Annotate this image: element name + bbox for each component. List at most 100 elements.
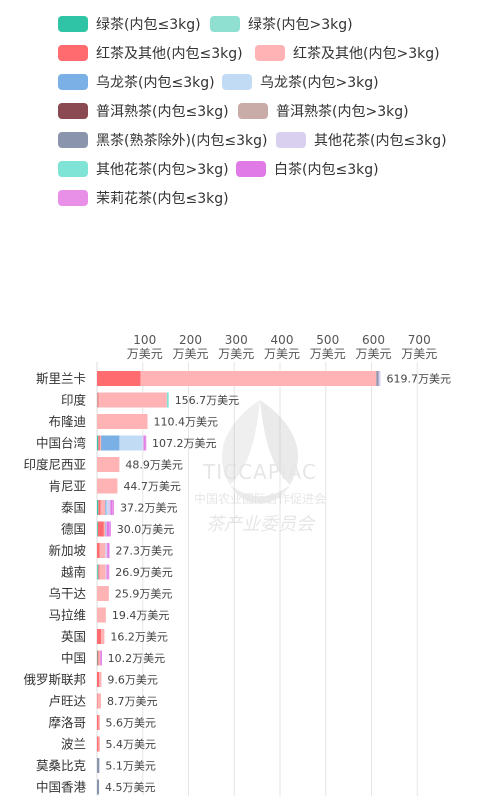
bar-segment[interactable] xyxy=(97,564,100,580)
bar-segment[interactable] xyxy=(105,500,107,515)
bar-segment[interactable] xyxy=(103,521,106,537)
x-tick-unit: 万美元 xyxy=(218,347,254,361)
bar-segment[interactable] xyxy=(378,371,381,386)
x-tick-unit: 万美元 xyxy=(172,347,208,361)
x-tick-unit: 万美元 xyxy=(264,347,300,361)
bar-segment[interactable] xyxy=(109,521,111,537)
bar-segment[interactable] xyxy=(99,435,102,451)
value-label: 19.4万美元 xyxy=(112,609,170,622)
bar-segment[interactable] xyxy=(97,543,100,558)
bar-segment[interactable] xyxy=(105,543,108,558)
bar-segment[interactable] xyxy=(97,779,100,795)
bar-segment[interactable] xyxy=(98,736,100,752)
value-label: 48.9万美元 xyxy=(125,459,183,472)
bar-segment[interactable] xyxy=(97,371,141,386)
bar-segment[interactable] xyxy=(97,521,104,537)
bar-segment[interactable] xyxy=(97,586,109,601)
bar-row: 中国台湾 107.2万美元 xyxy=(36,435,217,451)
bar-segment[interactable] xyxy=(110,500,113,515)
bar-segment[interactable] xyxy=(99,564,106,580)
bar-segment[interactable] xyxy=(98,435,100,451)
bar-segment[interactable] xyxy=(144,435,147,451)
legend-item[interactable]: 其他花茶(内包≤3kg) xyxy=(276,129,447,151)
legend-item[interactable]: 乌龙茶(内包>3kg) xyxy=(222,71,379,93)
legend-item[interactable]: 红茶及其他(内包>3kg) xyxy=(255,42,440,64)
bar-segment[interactable] xyxy=(97,457,120,472)
bar-segment[interactable] xyxy=(112,500,115,515)
x-tick-label: 300 xyxy=(225,333,248,347)
bar-segment[interactable] xyxy=(107,543,110,558)
legend-label: 普洱熟茶(内包≤3kg) xyxy=(96,104,229,120)
bar-segment[interactable] xyxy=(140,371,377,386)
legend-swatch xyxy=(58,190,88,206)
x-tick-unit: 万美元 xyxy=(401,347,437,361)
bar-segment[interactable] xyxy=(100,500,106,515)
bar-segment[interactable] xyxy=(97,629,102,644)
x-tick-label: 100 xyxy=(133,333,156,347)
bar-segment[interactable] xyxy=(105,521,108,537)
value-label: 37.2万美元 xyxy=(120,502,178,515)
legend-item[interactable]: 白茶(内包≤3kg) xyxy=(236,158,379,180)
bar-segment[interactable] xyxy=(97,758,100,773)
x-tick-label: 700 xyxy=(408,333,431,347)
bar-segment[interactable] xyxy=(119,435,143,451)
bar-segment[interactable] xyxy=(106,521,110,537)
value-label: 8.7万美元 xyxy=(107,695,158,708)
bar-row: 马拉维 19.4万美元 xyxy=(48,607,170,623)
value-label: 26.9万美元 xyxy=(115,566,173,579)
value-label: 107.2万美元 xyxy=(152,437,217,450)
bar-segment[interactable] xyxy=(166,392,169,408)
bar-segment[interactable] xyxy=(97,715,99,730)
legend-item[interactable]: 绿茶(内包>3kg) xyxy=(210,13,353,35)
bar-segment[interactable] xyxy=(105,564,108,580)
bar-segment[interactable] xyxy=(97,607,106,623)
bar-segment[interactable] xyxy=(106,500,108,515)
bar-segment[interactable] xyxy=(97,693,101,709)
bar-segment[interactable] xyxy=(98,650,101,666)
bar-segment[interactable] xyxy=(97,478,118,494)
bar-segment[interactable] xyxy=(97,414,148,429)
bar-segment[interactable] xyxy=(98,392,167,408)
bar-segment[interactable] xyxy=(97,500,99,515)
legend-item[interactable]: 茉莉花茶(内包≤3kg) xyxy=(58,187,229,209)
bar-segment[interactable] xyxy=(99,543,106,558)
bar-segment[interactable] xyxy=(142,435,144,451)
value-label: 5.1万美元 xyxy=(105,760,156,773)
bar-segment[interactable] xyxy=(107,500,111,515)
legend-label: 乌龙茶(内包≤3kg) xyxy=(96,75,215,91)
category-label: 泰国 xyxy=(61,500,86,515)
legend-item[interactable]: 绿茶(内包≤3kg) xyxy=(58,13,201,35)
category-label: 新加坡 xyxy=(48,543,86,558)
bar-segment[interactable] xyxy=(98,500,101,515)
bar-segment[interactable] xyxy=(101,435,120,451)
bar-segment[interactable] xyxy=(97,736,99,752)
bar-segment[interactable] xyxy=(97,672,100,687)
x-tick-label: 600 xyxy=(362,333,385,347)
value-label: 16.2万美元 xyxy=(110,631,168,644)
bar-segment[interactable] xyxy=(101,629,105,644)
category-label: 斯里兰卡 xyxy=(36,371,86,386)
bar-segment[interactable] xyxy=(97,392,100,408)
bar-row: 泰国 37.2万美元 xyxy=(61,500,178,515)
legend-swatch xyxy=(58,161,88,177)
bar-segment[interactable] xyxy=(98,564,100,580)
legend-item[interactable]: 黑茶(熟茶除外)(内包≤3kg) xyxy=(58,129,267,151)
bar-segment[interactable] xyxy=(99,672,102,687)
bar-row: 布隆迪 110.4万美元 xyxy=(48,414,218,429)
bar-segment[interactable] xyxy=(143,435,146,451)
category-label: 摩洛哥 xyxy=(48,715,86,730)
legend-item[interactable]: 普洱熟茶(内包>3kg) xyxy=(238,100,409,122)
legend-item[interactable]: 红茶及其他(内包≤3kg) xyxy=(58,42,243,64)
bar-segment[interactable] xyxy=(100,650,102,666)
legend-item[interactable]: 普洱熟茶(内包≤3kg) xyxy=(58,100,229,122)
bar-segment[interactable] xyxy=(106,564,110,580)
bar-segment[interactable] xyxy=(97,650,100,666)
category-label: 英国 xyxy=(61,629,86,644)
legend-item[interactable]: 其他花茶(内包>3kg) xyxy=(58,158,229,180)
bar-segment[interactable] xyxy=(376,371,379,386)
legend-item[interactable]: 乌龙茶(内包≤3kg) xyxy=(58,71,215,93)
bar-segment[interactable] xyxy=(98,715,100,730)
bar-segment[interactable] xyxy=(97,435,99,451)
